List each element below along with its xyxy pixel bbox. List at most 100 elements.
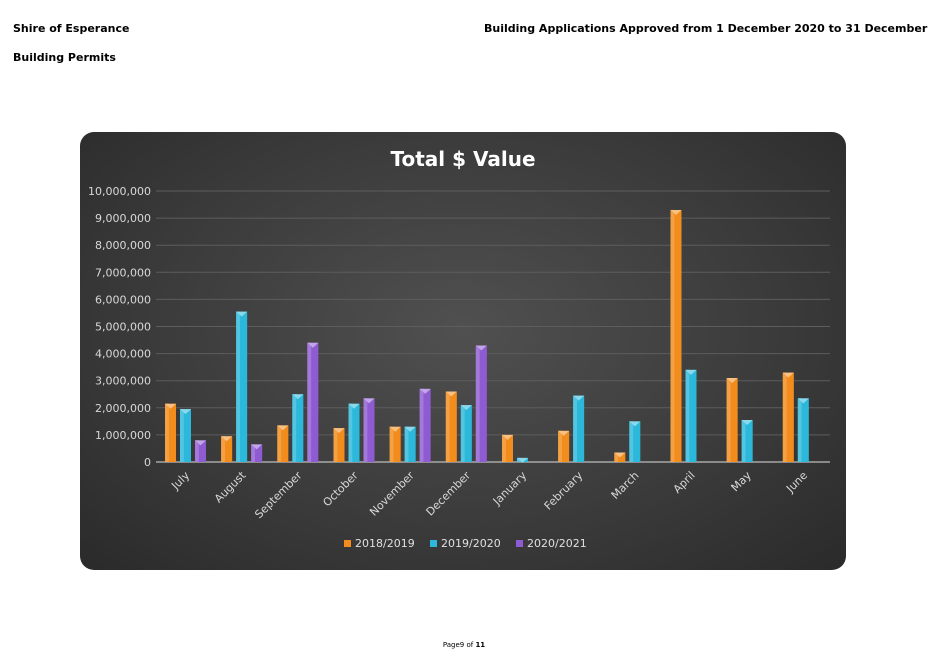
bar-highlight [475,345,480,462]
x-tick-label: May [729,469,755,495]
bar-cap [277,425,289,431]
bar [685,369,697,462]
bar-cap [573,395,585,401]
department-name: Building Permits [13,51,116,64]
page-footer: Page9 9 of 11 [0,641,928,649]
bar-cap [558,430,570,436]
bar-cap [517,457,528,463]
bar [460,405,472,462]
bar-highlight [797,398,802,462]
chart-title: Total $ Value [390,147,535,171]
footer-of: of [466,641,474,649]
legend-swatch [430,540,437,547]
bar-highlight [348,403,353,462]
bar-highlight [195,440,199,462]
bar [221,436,233,462]
report-title: Building Applications Approved from 1 De… [484,22,928,35]
y-tick-label: 10,000,000 [88,185,151,198]
y-tick-label: 5,000,000 [95,321,151,334]
bar-highlight [419,388,424,462]
bar-highlight [165,403,169,462]
x-tick-label: April [671,469,698,496]
bar-cap [180,409,191,415]
bar [404,426,416,462]
bar [307,342,319,462]
bar [782,372,794,462]
y-tick-label: 7,000,000 [95,266,151,279]
chart-panel: Total $ Value 0 1,000,000 2,000,000 3,000,00… [80,132,846,570]
bar [670,209,682,462]
bar [797,398,809,462]
bar-highlight [292,394,297,462]
bar [573,395,585,462]
x-tick-label: June [783,469,810,496]
bar-cap [389,426,401,432]
bar-cap [292,394,304,400]
bar-highlight [363,398,368,462]
bar-highlight [502,434,506,462]
bar-cap [460,405,472,411]
bar-highlight [685,369,690,462]
bar-cap [236,311,248,317]
bar-cap [307,342,319,348]
bar-highlight [629,421,634,462]
bar [558,430,570,462]
bar [741,419,753,462]
bar [502,434,513,462]
bar-cap [614,452,626,458]
bar [445,391,457,462]
bar [726,377,738,462]
y-tick-label: 6,000,000 [95,293,151,306]
x-tick-label: November [367,469,417,519]
bar-highlight [180,409,184,462]
bar [419,388,431,462]
y-tick-label: 2,000,000 [95,402,151,415]
bar-cap [726,377,738,383]
bar-cap [251,444,263,450]
x-tick-label: July [168,469,192,493]
bar [629,421,641,462]
bar-highlight [251,444,256,462]
bar-highlight [614,452,619,462]
bar [195,440,206,462]
bar [251,444,263,462]
bar [363,398,375,462]
bar-highlight [726,377,731,462]
bar-cap [221,436,233,442]
bar [333,428,345,462]
bar-cap [475,345,487,351]
bar [180,409,191,462]
y-tick-label: 0 [144,456,151,469]
bar-cap [419,388,431,394]
x-tick-label: September [252,469,305,522]
x-tick-label: August [212,468,249,505]
bar-highlight [460,405,465,462]
bar-cap [797,398,809,404]
bar-cap [502,434,513,440]
y-tick-label: 8,000,000 [95,239,151,252]
bar-highlight [573,395,578,462]
bar-cap [782,372,794,378]
x-tick-label: January [490,469,530,509]
bar-highlight [517,457,521,462]
legend-swatch [344,540,351,547]
bar [277,425,289,462]
footer-total-pages: 11 [475,641,486,649]
x-tick-label: February [542,469,586,513]
bar-cap [165,403,176,409]
bar [165,403,176,462]
bar-cap [685,369,697,375]
bar-highlight [221,436,226,462]
bar-highlight [445,391,450,462]
bar-cap [333,428,345,434]
bar-cap [629,421,641,427]
bar-cap [445,391,457,397]
bar-highlight [741,419,746,462]
y-tick-label: 1,000,000 [95,429,151,442]
bar-highlight [307,342,312,462]
x-tick-label: December [424,469,474,519]
bar-chart: Total $ Value 0 1,000,000 2,000,000 3,000,00… [88,147,830,550]
bar-highlight [333,428,338,462]
legend-label: 2019/2020 [441,537,501,550]
bar-cap [348,403,360,409]
